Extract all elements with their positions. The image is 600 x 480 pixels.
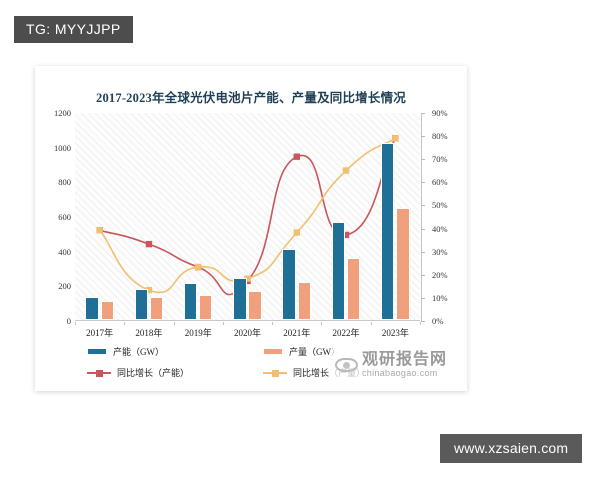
bar-output <box>396 208 410 320</box>
y-axis-right-tickmark <box>421 297 425 299</box>
chart-card: 2017-2023年全球光伏电池片产能、产量及同比增长情况 0 200 400 600… <box>35 66 467 391</box>
legend-item[interactable]: 产能（GW） <box>87 345 164 358</box>
bar-output <box>100 300 114 320</box>
bar-output <box>297 281 312 320</box>
bar-capacity <box>183 282 198 320</box>
y-axis-right-tick: 40% <box>432 223 448 234</box>
y-axis-left-tick: 0 <box>66 316 71 326</box>
line-marker <box>342 167 350 174</box>
bar-output <box>199 294 213 320</box>
y-axis-right-tick: 90% <box>432 108 448 118</box>
y-axis-right-tickmark <box>421 321 425 322</box>
legend-item[interactable]: 同比增长（产能） <box>87 366 189 379</box>
y-axis-left: 0 200 400 600 800 1000 1200 <box>35 108 71 326</box>
y-axis-right-tickmark <box>421 159 425 161</box>
legend-label: 产量（GW） <box>289 347 340 357</box>
bar-capacity <box>331 222 346 320</box>
line-marker <box>145 286 153 294</box>
y-axis-right-tickmark <box>421 113 425 114</box>
plot-area <box>75 113 420 321</box>
watermark-cn: 观研报告网 <box>362 351 448 368</box>
legend-swatch-bar-icon <box>87 348 107 355</box>
x-axis-tick-label: 2020年 <box>233 328 262 338</box>
y-axis-left-tick: 600 <box>58 212 71 222</box>
line-marker <box>293 153 300 160</box>
x-axis-tick-label: 2023年 <box>381 328 409 338</box>
bar-output <box>149 297 164 320</box>
legend-item[interactable]: 同比增长（产量） <box>263 366 365 379</box>
line-marker <box>342 231 350 239</box>
bar-output <box>347 258 361 320</box>
y-axis-left-tick: 400 <box>58 246 71 257</box>
bar-capacity <box>282 248 296 320</box>
y-axis-right: 0% 10% 20% 30% 40% 50% 60% 70% 80% 90% <box>421 108 465 326</box>
x-axis-tick-label: 2018年 <box>135 328 163 338</box>
line-marker <box>244 275 251 282</box>
bar-capacity <box>134 288 148 320</box>
y-axis-left-tick: 800 <box>58 177 71 188</box>
chart-title: 2017-2023年全球光伏电池片产能、产量及同比增长情况 <box>96 91 406 105</box>
line-series-layer <box>96 135 399 296</box>
y-axis-right-tick: 50% <box>432 200 448 211</box>
y-axis-right-tick: 70% <box>432 154 448 165</box>
y-axis-right-tickmark <box>421 274 425 276</box>
y-axis-right-tickmark <box>421 251 425 253</box>
legend-swatch-line-icon <box>263 368 287 377</box>
y-axis-right-tickmark <box>421 205 425 207</box>
legend-swatch-line-icon <box>87 368 111 377</box>
x-axis-tickmark <box>222 322 224 325</box>
x-axis-tick-label: 2017年 <box>86 328 114 338</box>
watermark: 观研报告网 chinabaogao.com <box>331 344 467 386</box>
eye-icon <box>335 353 359 377</box>
line-marker <box>145 240 153 248</box>
x-axis-tickmark <box>124 322 126 325</box>
y-axis-right-tickmark <box>421 136 425 138</box>
line-marker <box>392 135 399 142</box>
x-axis: 2017年 2018年 2019年 2020年 2021年 2022年 2023年 <box>75 322 421 342</box>
legend-label: 产能（GW） <box>113 347 164 357</box>
bar-capacity <box>233 277 247 320</box>
footer-badge: www.xzsaien.com <box>440 434 583 463</box>
watermark-en: chinabaogao.com <box>362 368 438 378</box>
x-axis-tickmark <box>370 322 372 325</box>
legend-item[interactable]: 产量（GW） <box>263 345 340 358</box>
bar-capacity <box>381 143 395 320</box>
x-axis-tick-label: 2019年 <box>184 328 212 338</box>
tg-badge: TG: MYYJJPP <box>14 16 133 43</box>
line-marker <box>195 263 202 271</box>
x-axis-tick-label: 2021年 <box>283 328 311 338</box>
legend-swatch-bar-icon <box>263 348 283 355</box>
y-axis-right-tick: 0% <box>432 316 444 326</box>
legend-label: 同比增长（产量） <box>293 368 366 378</box>
y-axis-right-tickmark <box>421 228 425 230</box>
x-axis-tickmark <box>173 322 175 325</box>
line-marker <box>293 229 300 236</box>
y-axis-left-tick: 200 <box>58 281 71 292</box>
x-axis-tickmark <box>321 322 323 325</box>
y-axis-right-tick: 10% <box>432 292 448 303</box>
y-axis-right-tick: 30% <box>432 246 448 257</box>
y-axis-right-tickmark <box>421 182 425 184</box>
y-axis-right-line <box>421 113 422 321</box>
bar-output <box>248 290 262 320</box>
y-axis-right-tick: 80% <box>432 131 448 142</box>
y-axis-right-tick: 20% <box>432 269 448 280</box>
legend-label: 同比增长（产能） <box>117 368 190 378</box>
x-axis-tickmark <box>420 322 421 325</box>
y-axis-right-tick: 60% <box>432 177 448 188</box>
chart-legend: 产能（GW） 产量（GW） 同比增长（产能） 同比增长（产量） <box>87 345 432 387</box>
x-axis-tickmark <box>75 322 76 325</box>
bar-capacity <box>85 296 99 320</box>
line-marker <box>96 227 103 234</box>
y-axis-left-tick: 1000 <box>54 142 71 153</box>
x-axis-tick-label: 2022年 <box>332 328 360 338</box>
y-axis-left-tick: 1200 <box>54 108 71 118</box>
x-axis-tickmark <box>272 322 274 325</box>
